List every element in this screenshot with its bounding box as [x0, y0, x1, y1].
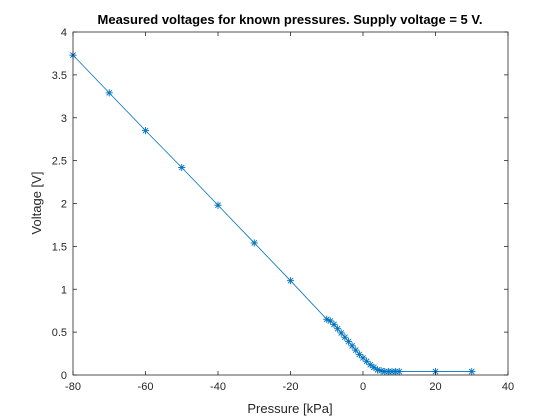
data-point — [334, 325, 342, 333]
data-point — [363, 357, 371, 365]
chart-axes: -80 -60 -40 -20 0 20 40 0 0.5 1 1.5 2 2.5 3 3.5 4 — [52, 27, 514, 393]
data-point — [348, 342, 356, 350]
data-point — [286, 277, 295, 285]
y-tick-label: 1 — [61, 284, 67, 296]
x-tick-label: 20 — [429, 381, 441, 393]
x-tick-label: -60 — [138, 381, 154, 393]
data-point — [344, 337, 353, 346]
x-axis-label: Pressure [kPa] — [247, 401, 332, 416]
chart-marks — [69, 51, 476, 376]
x-tick-label: 0 — [360, 381, 366, 393]
y-tick-label: 2 — [61, 199, 67, 211]
data-point — [370, 363, 378, 371]
data-point — [355, 350, 363, 359]
y-tick-label: 3.5 — [52, 70, 67, 82]
y-tick-label: 0.5 — [52, 327, 67, 339]
data-point — [337, 329, 345, 337]
y-tick-label: 3 — [61, 113, 67, 125]
x-tick-label: -80 — [65, 381, 81, 393]
data-point — [366, 361, 374, 369]
chart-title: Measured voltages for known pressures. S… — [98, 12, 483, 27]
data-point — [214, 201, 222, 209]
x-tick-label: -20 — [283, 381, 299, 393]
data-point — [250, 239, 258, 247]
y-tick-label: 0 — [61, 370, 67, 382]
y-tick-label: 2.5 — [52, 156, 67, 168]
data-point — [323, 315, 331, 323]
data-point — [468, 367, 476, 376]
data-point — [352, 346, 360, 354]
plot-background — [73, 32, 508, 375]
y-axis-label: Voltage [V] — [29, 172, 44, 235]
data-point — [178, 163, 186, 172]
data-point — [341, 333, 349, 341]
y-tick-label: 4 — [61, 27, 67, 39]
x-tick-label: 40 — [502, 381, 514, 393]
data-point — [141, 127, 150, 135]
data-point — [395, 367, 403, 376]
data-point — [330, 320, 338, 329]
y-tick-label: 1.5 — [52, 241, 67, 253]
data-point — [105, 89, 113, 97]
x-tick-label: -40 — [210, 381, 226, 393]
